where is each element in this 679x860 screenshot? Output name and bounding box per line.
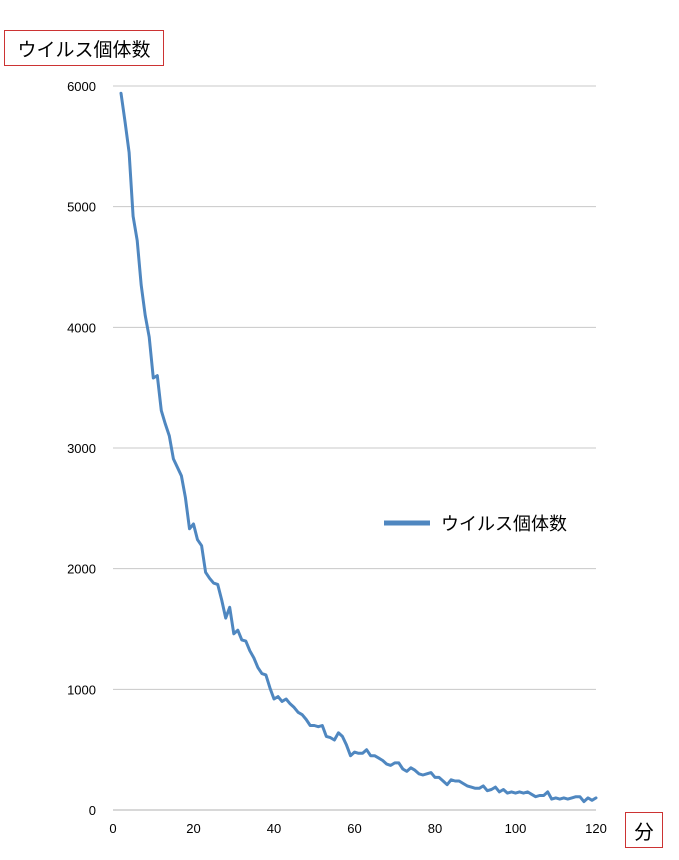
series-line-0	[119, 91, 598, 804]
x-tick-label: 120	[585, 821, 607, 836]
x-tick-label: 0	[109, 821, 116, 836]
x-tick-label: 80	[428, 821, 442, 836]
y-axis-label-text: ウイルス個体数	[17, 38, 151, 61]
y-tick-label: 6000	[67, 79, 96, 94]
x-tick-label: 60	[347, 821, 361, 836]
x-tick-label: 20	[186, 821, 200, 836]
y-tick-label: 2000	[67, 562, 96, 577]
y-tick-labels: 0 1000 2000 3000 4000 5000 6000	[67, 79, 96, 818]
gridlines	[113, 85, 596, 811]
y-tick-label: 1000	[67, 682, 96, 697]
x-tick-label: 100	[505, 821, 527, 836]
y-tick-label: 4000	[67, 320, 96, 335]
series-group	[119, 91, 598, 804]
y-axis-label: ウイルス個体数	[4, 30, 164, 66]
y-tick-label: 5000	[67, 200, 96, 215]
x-tick-label: 40	[267, 821, 281, 836]
x-axis-label-text: 分	[634, 819, 654, 844]
y-tick-label: 0	[89, 803, 96, 818]
legend-entry-label: ウイルス個体数	[441, 514, 567, 535]
y-tick-label: 3000	[67, 441, 96, 456]
x-tick-labels: 0 20 40 60 80 100 120	[109, 821, 606, 836]
x-axis-label: 分	[625, 812, 663, 848]
legend: ウイルス個体数	[384, 514, 567, 535]
